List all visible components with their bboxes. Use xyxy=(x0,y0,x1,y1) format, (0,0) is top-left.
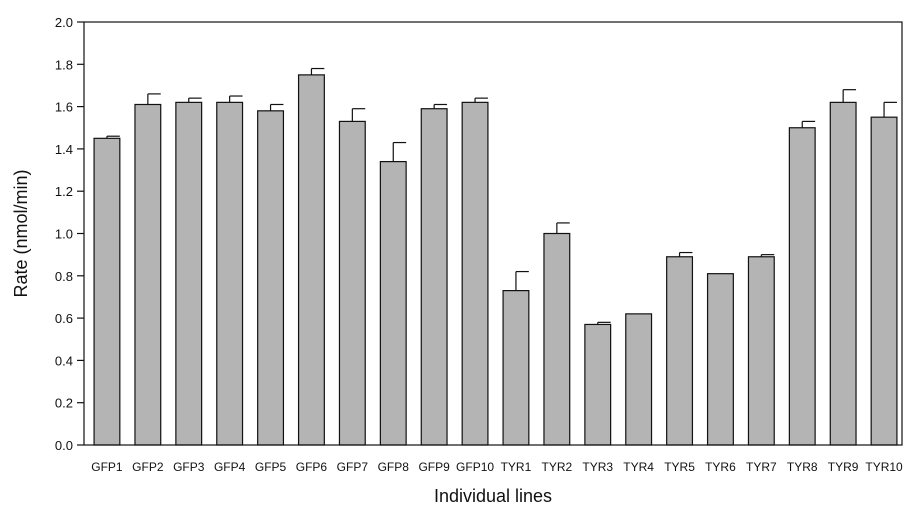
bar xyxy=(134,103,162,446)
x-tick-label: GFP9 xyxy=(418,460,450,474)
bar xyxy=(870,116,898,446)
y-tick-label: 0.6 xyxy=(55,311,73,326)
bar xyxy=(747,256,775,446)
y-axis: 0.0 0.2 0.4 0.6 0.8 1.0 1.2 1.4 1.6 1.8 2.0 xyxy=(55,15,84,453)
bar xyxy=(257,110,285,446)
bar xyxy=(788,127,816,446)
bar xyxy=(338,120,366,446)
x-tick-label: TYR3 xyxy=(582,460,613,474)
bar xyxy=(93,137,121,446)
x-tick-label: TYR1 xyxy=(501,460,532,474)
bar xyxy=(379,160,407,446)
plot-frame xyxy=(83,21,903,446)
bar xyxy=(666,256,694,446)
x-tick-label: TYR4 xyxy=(623,460,654,474)
y-tick-label: 1.6 xyxy=(55,100,73,115)
y-tick-label: 0.0 xyxy=(55,438,73,453)
bar xyxy=(625,313,653,446)
x-tick-label: GFP6 xyxy=(296,460,328,474)
x-tick-label: GFP10 xyxy=(456,460,494,474)
bar xyxy=(543,232,571,446)
y-tick-label: 2.0 xyxy=(55,15,73,30)
y-tick-label: 0.2 xyxy=(55,396,73,411)
bar xyxy=(216,101,244,446)
x-tick-label: GFP2 xyxy=(132,460,164,474)
y-tick-label: 0.4 xyxy=(55,353,73,368)
x-tick-label: TYR2 xyxy=(542,460,573,474)
x-tick-label: TYR9 xyxy=(828,460,859,474)
x-tick-label: GFP1 xyxy=(91,460,123,474)
bar-series xyxy=(93,67,898,446)
bar xyxy=(175,101,203,446)
x-tick-label: TYR7 xyxy=(746,460,777,474)
x-tick-label: TYR10 xyxy=(865,460,903,474)
x-tick-label: GFP8 xyxy=(378,460,410,474)
y-axis-title: Rate (nmol/min) xyxy=(11,169,31,297)
bar xyxy=(502,290,530,446)
bar xyxy=(706,273,734,446)
x-tick-label: GFP4 xyxy=(214,460,246,474)
x-tick-label: GFP7 xyxy=(337,460,369,474)
x-axis-title: Individual lines xyxy=(434,486,552,506)
bar xyxy=(420,108,448,446)
y-tick-label: 1.2 xyxy=(55,184,73,199)
x-tick-label: TYR6 xyxy=(705,460,736,474)
x-tick-label: TYR5 xyxy=(664,460,695,474)
y-tick-label: 1.8 xyxy=(55,57,73,72)
y-tick-label: 1.4 xyxy=(55,142,73,157)
x-tick-label: GFP3 xyxy=(173,460,205,474)
x-axis: GFP1 GFP2 GFP3 GFP4 GFP5 GFP6 GFP7 GFP8 GFP9 GFP1… xyxy=(91,460,903,474)
y-tick-label: 0.8 xyxy=(55,269,73,284)
bar xyxy=(829,101,857,446)
y-tick-label: 1.0 xyxy=(55,227,73,242)
bar xyxy=(461,101,489,446)
x-tick-label: TYR8 xyxy=(787,460,818,474)
bar xyxy=(297,74,325,446)
x-tick-label: GFP5 xyxy=(255,460,287,474)
bar xyxy=(584,323,612,446)
